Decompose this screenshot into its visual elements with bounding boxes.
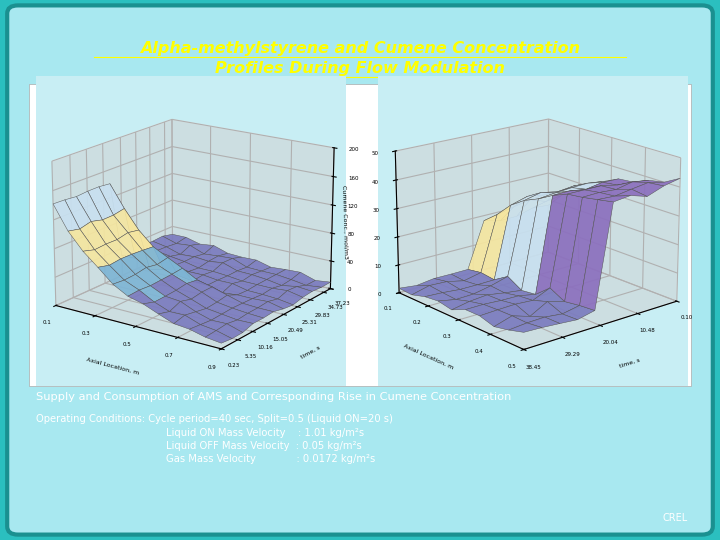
Text: Profiles During Flow Modulation: Profiles During Flow Modulation xyxy=(215,61,505,76)
Text: Alpha-methylstyrene and Cumene Concentration: Alpha-methylstyrene and Cumene Concentra… xyxy=(140,41,580,56)
Text: CREL: CREL xyxy=(662,514,688,523)
Y-axis label: time, s: time, s xyxy=(300,345,321,360)
Text: Liquid ON Mass Velocity    : 1.01 kg/m²s: Liquid ON Mass Velocity : 1.01 kg/m²s xyxy=(166,428,364,438)
X-axis label: Axial Location, m: Axial Location, m xyxy=(86,356,139,375)
Text: Operating Conditions: Cycle period=40 sec, Split=0.5 (Liquid ON=20 s): Operating Conditions: Cycle period=40 se… xyxy=(36,414,393,423)
Text: Gas Mass Velocity             : 0.0172 kg/m²s: Gas Mass Velocity : 0.0172 kg/m²s xyxy=(166,454,375,464)
X-axis label: time, s: time, s xyxy=(618,357,640,369)
Text: Supply and Consumption of AMS and Corresponding Rise in Cumene Concentration: Supply and Consumption of AMS and Corres… xyxy=(36,392,511,402)
FancyBboxPatch shape xyxy=(29,84,691,386)
Text: Liquid OFF Mass Velocity  : 0.05 kg/m²s: Liquid OFF Mass Velocity : 0.05 kg/m²s xyxy=(166,441,361,451)
FancyBboxPatch shape xyxy=(7,5,713,535)
Y-axis label: Axial Location, m: Axial Location, m xyxy=(402,343,454,370)
